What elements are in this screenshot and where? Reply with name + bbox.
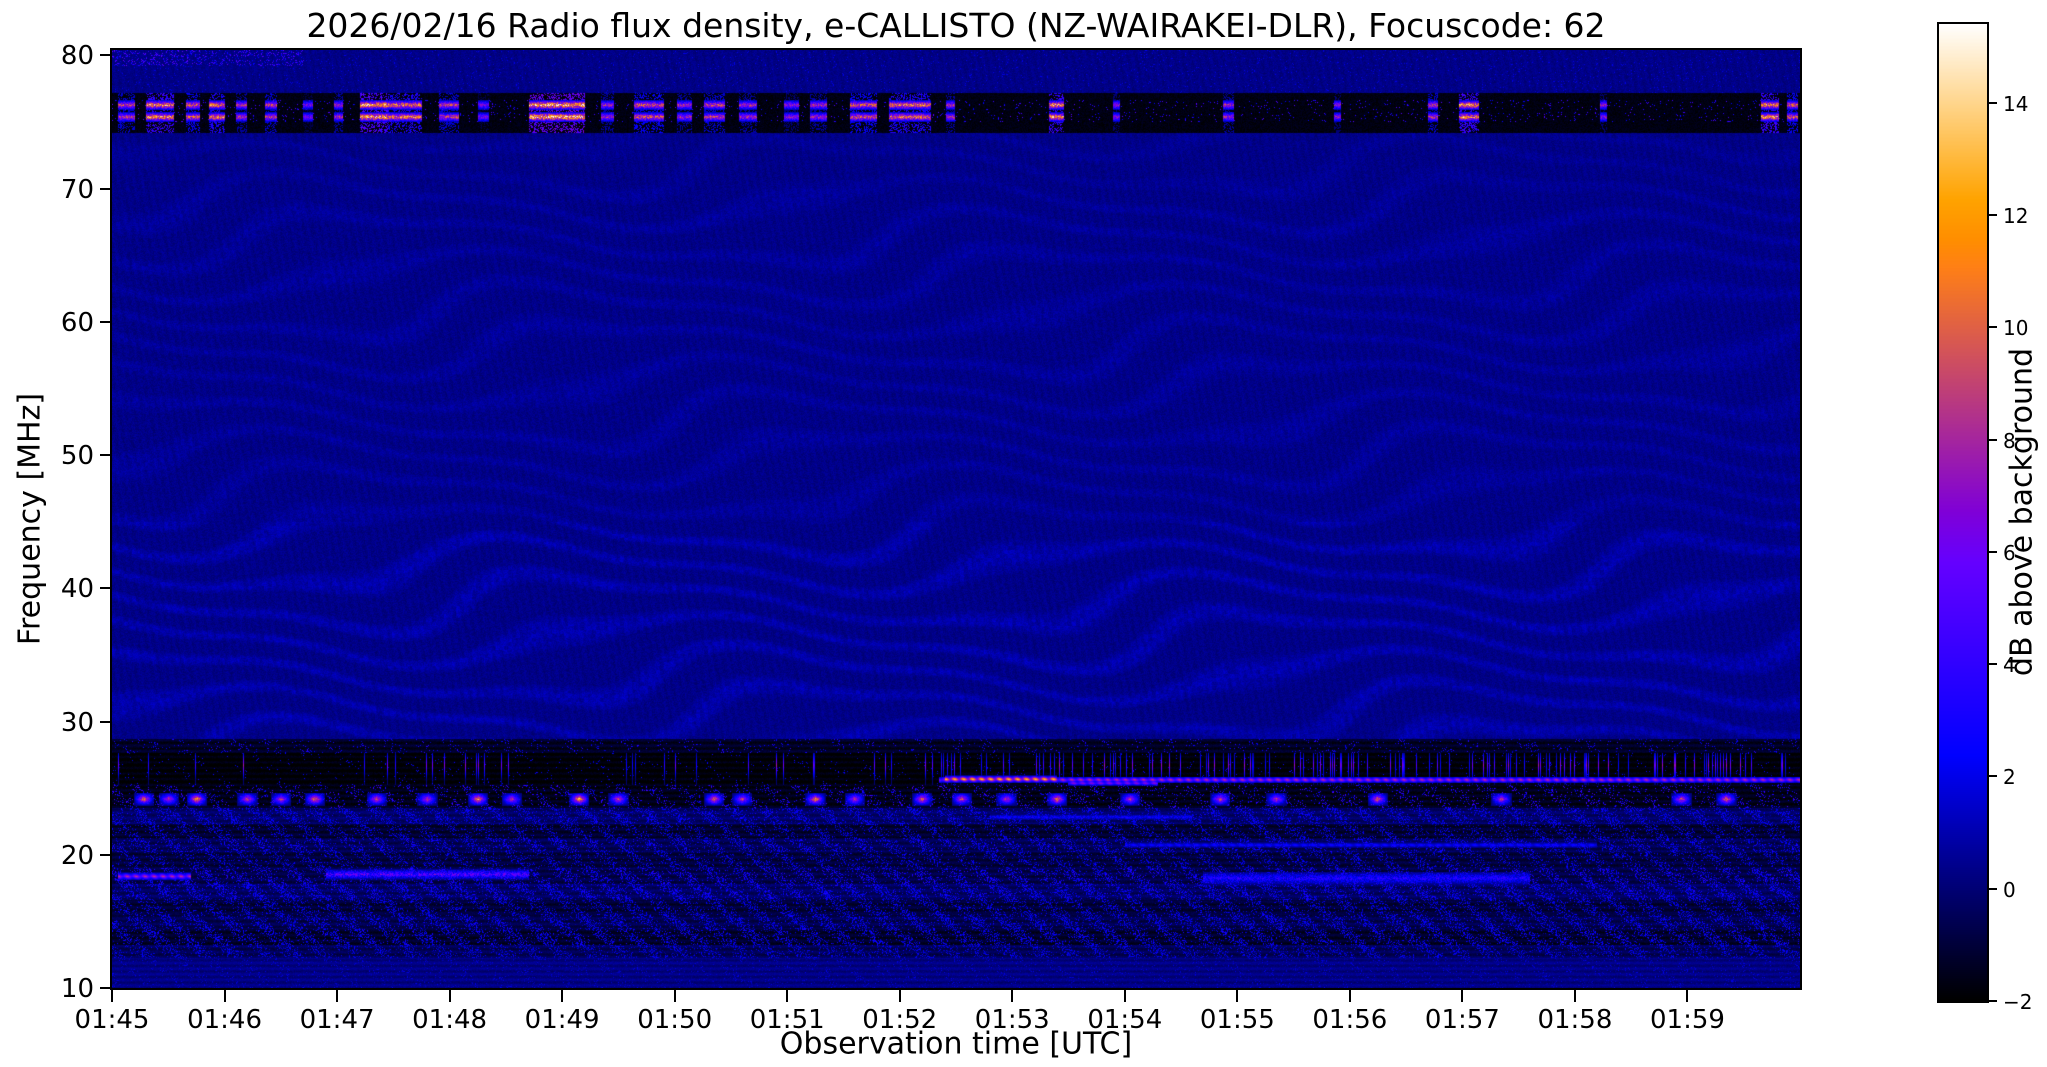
x-tick-label: 01:46 [187, 1005, 262, 1035]
colorbar-tick-label: 12 [2003, 203, 2029, 228]
colorbar-tick-label: 14 [2003, 91, 2029, 116]
x-tick-mark [673, 990, 676, 1002]
x-tick-label: 01:55 [1199, 1005, 1275, 1035]
x-tick-mark [561, 990, 564, 1002]
y-tick-label: 60 [60, 307, 94, 338]
colorbar-tick-mark [1989, 438, 1997, 441]
x-tick-label: 01:50 [637, 1005, 713, 1035]
x-tick-mark [1236, 990, 1239, 1002]
y-tick-mark [100, 187, 112, 190]
x-tick-label: 01:51 [749, 1005, 825, 1035]
x-tick-mark [111, 990, 113, 1002]
y-tick-label: 30 [60, 707, 94, 738]
colorbar-tick-label: −2 [2003, 990, 2033, 1014]
x-tick-label: 01:57 [1424, 1005, 1500, 1035]
colorbar-tick-label: 10 [2003, 316, 2029, 341]
x-tick-mark [1573, 990, 1576, 1002]
y-tick-mark [100, 987, 112, 989]
y-tick-label: 10 [60, 974, 94, 1004]
colorbar-tick-mark [1989, 326, 1997, 329]
y-tick-mark [100, 853, 112, 856]
x-tick-label: 01:53 [974, 1005, 1050, 1035]
y-tick-label: 20 [60, 840, 94, 871]
x-tick-label: 01:52 [862, 1005, 938, 1035]
colorbar-tick-mark [1989, 213, 1997, 216]
x-tick-mark [786, 990, 789, 1002]
colorbar-tick-label: 2 [2003, 765, 2016, 790]
y-tick-label: 70 [60, 174, 94, 205]
colorbar-tick-mark [1989, 775, 1997, 778]
spectrogram-heatmap [112, 50, 1800, 988]
colorbar-tick-mark [1989, 550, 1997, 553]
y-tick-label: 80 [60, 41, 94, 72]
colorbar-tick-label: 0 [2003, 877, 2016, 902]
x-tick-mark [1348, 990, 1351, 1002]
x-tick-mark [1461, 990, 1464, 1002]
colorbar-tick-mark [1989, 887, 1997, 890]
y-tick-mark [100, 320, 112, 323]
x-tick-mark [448, 990, 451, 1002]
x-tick-label: 01:48 [412, 1005, 488, 1035]
colorbar-tick-mark [1989, 663, 1997, 666]
y-tick-mark [100, 720, 112, 723]
x-tick-label: 01:45 [74, 1005, 150, 1035]
x-tick-label: 01:58 [1537, 1005, 1613, 1035]
colorbar-gradient [1939, 24, 1987, 1001]
x-tick-mark [336, 990, 339, 1002]
colorbar-tick-label: 4 [2003, 653, 2016, 678]
x-tick-label: 01:56 [1312, 1005, 1388, 1035]
y-tick-mark [100, 587, 112, 590]
chart-title: 2026/02/16 Radio flux density, e-CALLIST… [306, 6, 1606, 45]
y-tick-label: 50 [60, 441, 94, 472]
x-tick-mark [223, 990, 226, 1002]
y-tick-label: 40 [60, 574, 94, 605]
y-tick-mark [100, 54, 112, 57]
x-tick-mark [1123, 990, 1126, 1002]
x-tick-label: 01:47 [299, 1005, 375, 1035]
colorbar-tick-label: 6 [2003, 540, 2016, 565]
colorbar-tick-mark [1989, 101, 1997, 104]
colorbar-tick-mark [1989, 1000, 1997, 1002]
y-axis-label: Frequency [MHz] [12, 392, 48, 646]
x-tick-label: 01:54 [1087, 1005, 1163, 1035]
x-tick-label: 01:49 [524, 1005, 600, 1035]
x-tick-mark [1686, 990, 1689, 1002]
colorbar-label: dB above background [2004, 347, 2040, 677]
x-tick-label: 01:59 [1649, 1005, 1725, 1035]
x-tick-mark [1011, 990, 1014, 1002]
colorbar-tick-label: 8 [2003, 428, 2016, 453]
y-tick-mark [100, 454, 112, 457]
x-axis-label: Observation time [UTC] [779, 1026, 1133, 1062]
x-tick-mark [898, 990, 901, 1002]
